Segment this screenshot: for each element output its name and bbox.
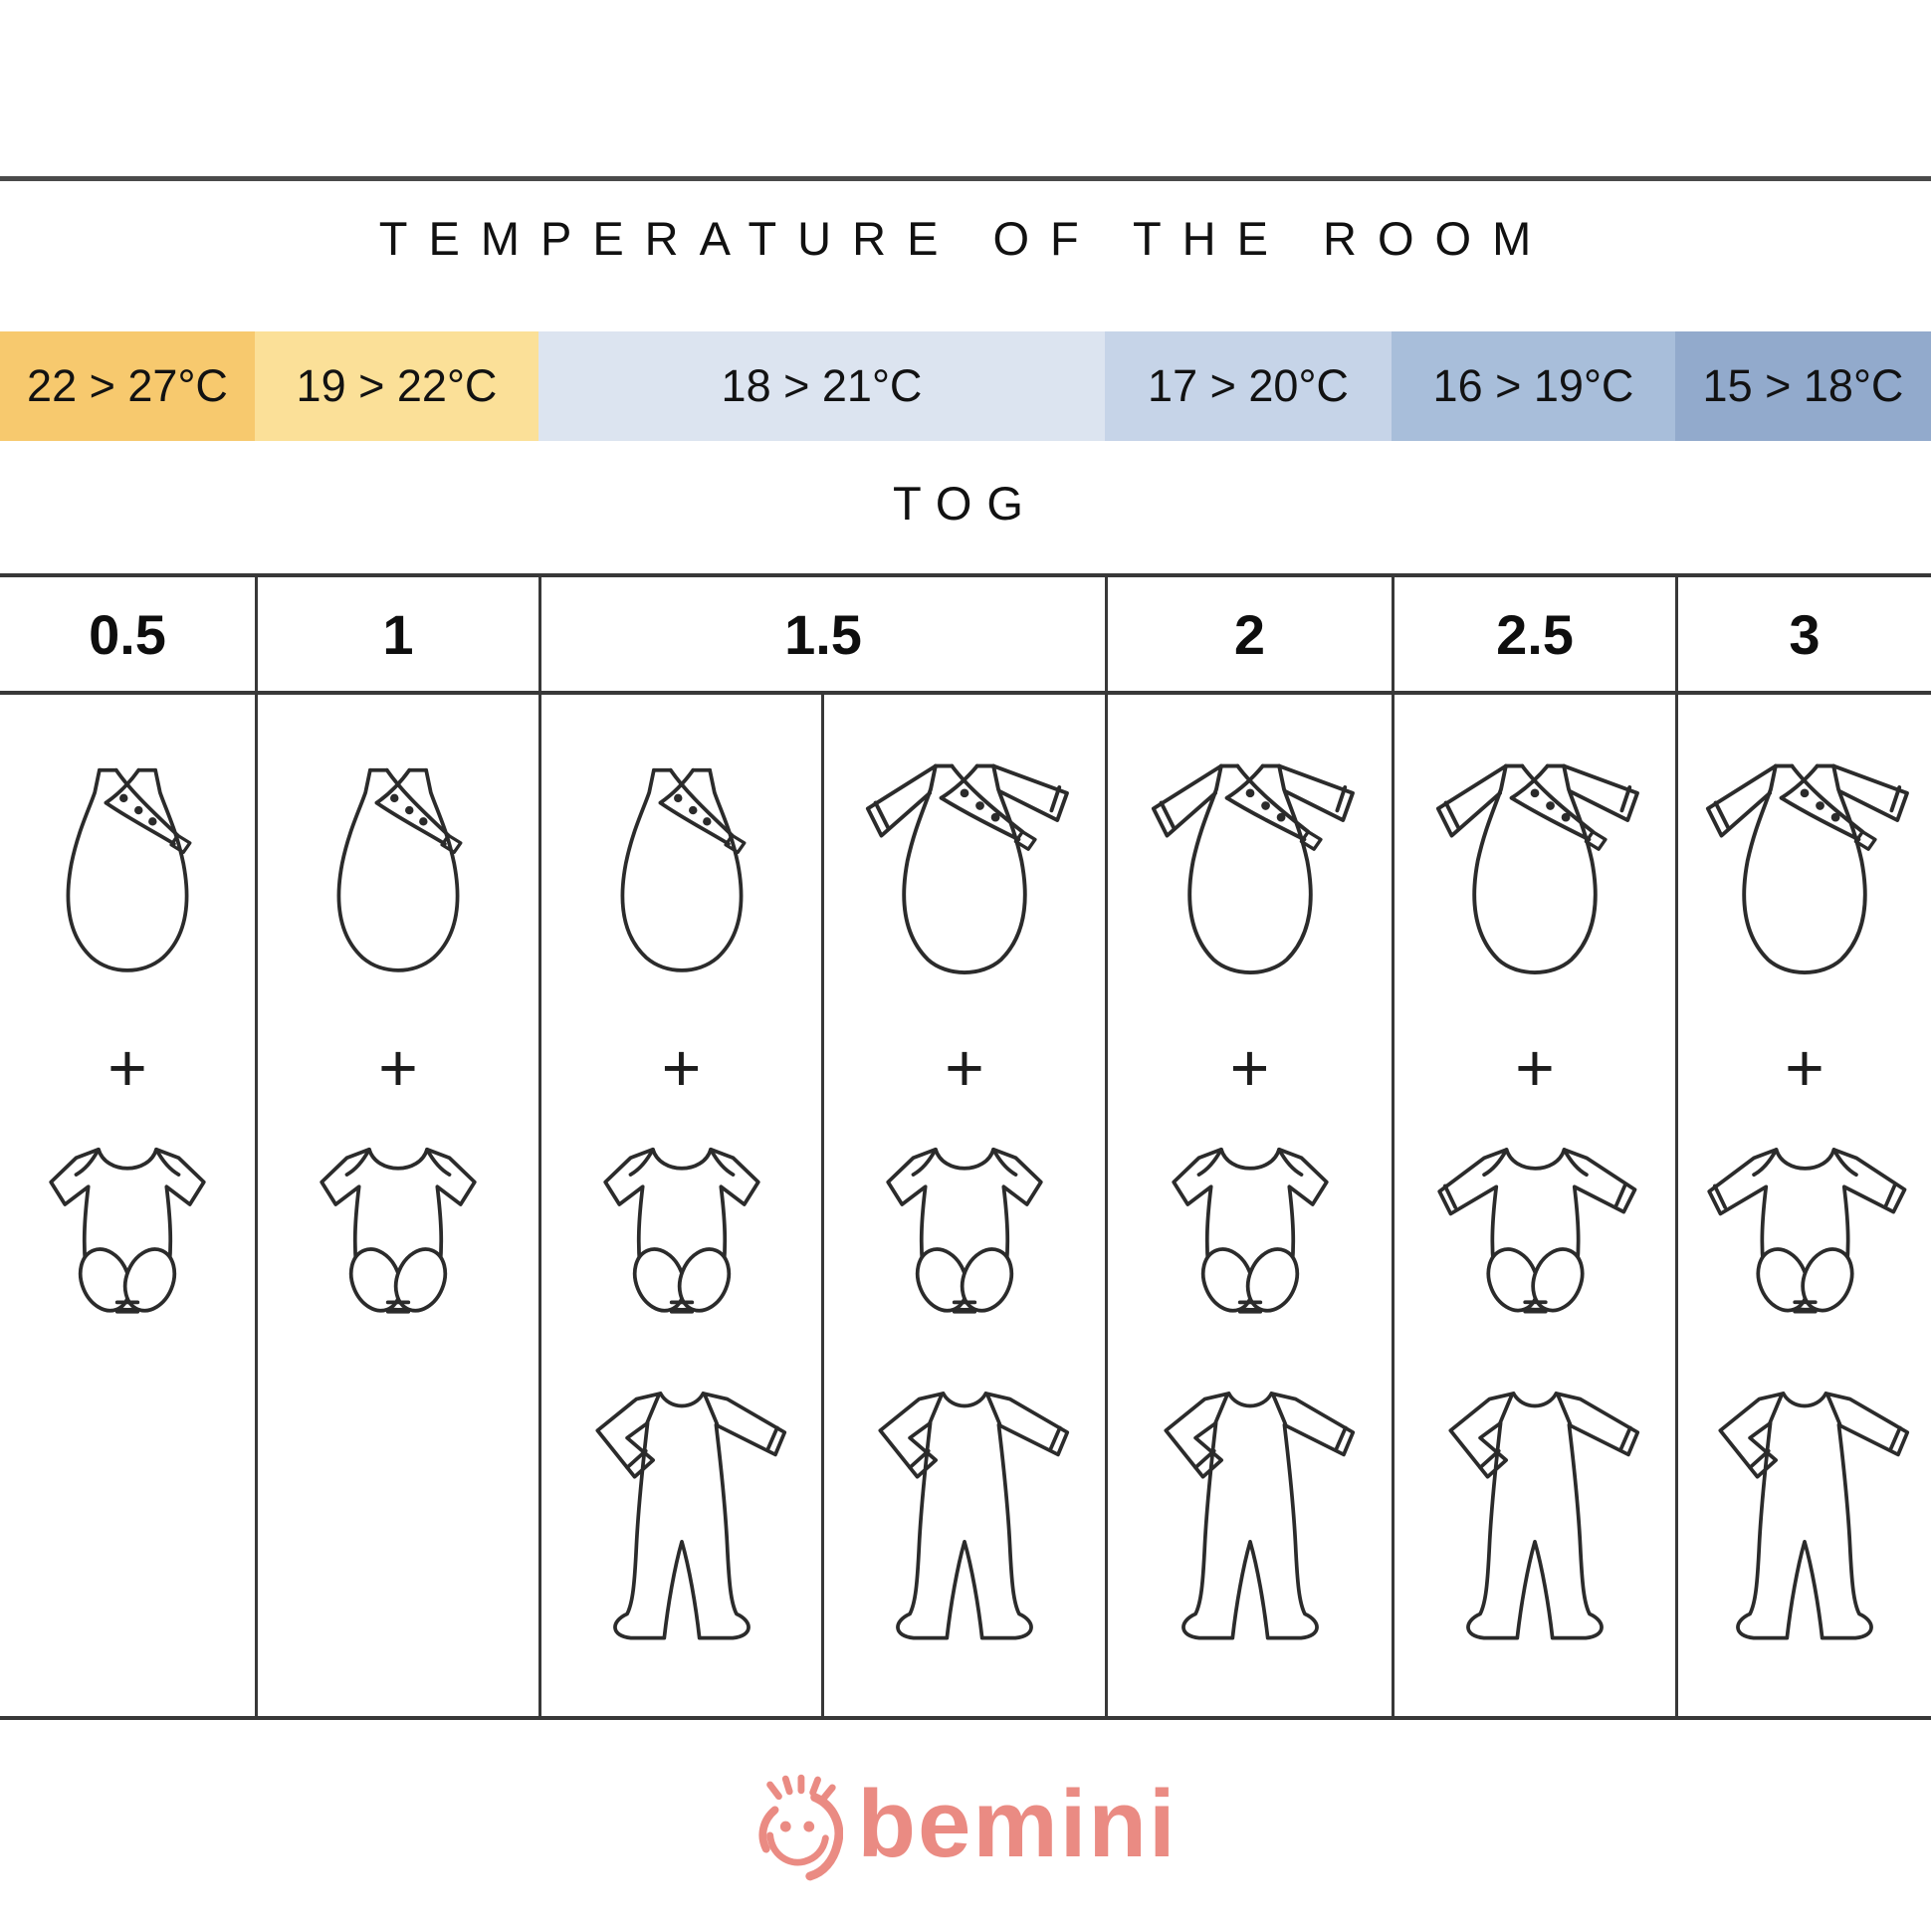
page-title: TEMPERATURE OF THE ROOM	[378, 212, 1553, 265]
sleeping-bag-long-sleeve-icon	[829, 751, 1100, 992]
brand-logo: bemini	[0, 1774, 1931, 1885]
bodysuit-short-sleeve-icon	[310, 1132, 487, 1323]
pajamas-slot	[1428, 1344, 1641, 1682]
outfit-column-tog-1.5: +	[821, 695, 1105, 1716]
tog-header-row: 0.5 1 1.5 2 2.5 3	[0, 573, 1931, 695]
sleeping-bag-long-sleeve-slot	[829, 717, 1100, 1025]
sleeping-bag-long-sleeve-icon	[1399, 751, 1670, 992]
tog-table: 0.5 1 1.5 2 2.5 3 + + + + + + +	[0, 573, 1931, 1720]
pajamas-slot	[1144, 1344, 1357, 1682]
sleeping-bag-sleeveless-icon	[607, 758, 756, 983]
tog-value: 0.5	[89, 602, 166, 666]
bodysuit-short-sleeve-slot	[876, 1110, 1053, 1344]
tog-header-cell: 1.5	[538, 577, 1105, 691]
outfit-column-tog-2: +	[1105, 695, 1392, 1716]
plus-sign: +	[1229, 1029, 1270, 1106]
tog-value: 1.5	[784, 602, 862, 666]
top-divider	[0, 176, 1931, 181]
tog-header-cell: 2.5	[1392, 577, 1675, 691]
temperature-range-label: 16 > 19°C	[1432, 360, 1634, 411]
sleeping-bag-sleeveless-icon	[323, 758, 473, 983]
outfit-column-tog-3: +	[1675, 695, 1931, 1716]
temperature-range-cell: 22 > 27°C	[0, 331, 255, 441]
plus-sign: +	[378, 1029, 418, 1106]
bodysuit-short-sleeve-icon	[876, 1132, 1053, 1323]
bemini-face-icon	[753, 1774, 844, 1885]
tog-body-row: + + + + + + +	[0, 695, 1931, 1720]
pajamas-icon	[1698, 1379, 1911, 1647]
sleeping-bag-sleeveless-slot	[323, 717, 473, 1025]
bodysuit-long-sleeve-icon	[1698, 1132, 1912, 1323]
temperature-range-label: 19 > 22°C	[296, 360, 498, 411]
plus-sign: +	[1785, 1029, 1824, 1106]
brand-name: bemini	[857, 1771, 1178, 1877]
sleeping-bag-sleeveless-slot	[53, 717, 202, 1025]
sleeping-bag-long-sleeve-slot	[1399, 717, 1670, 1025]
temperature-range-cell: 18 > 21°C	[538, 331, 1105, 441]
tog-value: 2	[1233, 602, 1266, 666]
temperature-range-cell: 16 > 19°C	[1392, 331, 1675, 441]
temperature-range-cell: 17 > 20°C	[1105, 331, 1392, 441]
temperature-range-label: 17 > 20°C	[1148, 360, 1349, 411]
tog-header-cell: 0.5	[0, 577, 255, 691]
sleeping-bag-long-sleeve-icon	[1669, 751, 1931, 992]
sleeping-bag-sleeveless-slot	[607, 717, 756, 1025]
temperature-range-label: 22 > 27°C	[27, 360, 228, 411]
outfit-column-tog-0.5: +	[0, 695, 255, 1716]
sleeping-bag-long-sleeve-icon	[1115, 751, 1386, 992]
pajamas-icon	[1144, 1379, 1357, 1647]
tog-header-cell: 3	[1675, 577, 1931, 691]
plus-sign: +	[107, 1029, 147, 1106]
tog-value: 1	[382, 602, 414, 666]
tog-value: 2.5	[1496, 602, 1574, 666]
temperature-range-label: 15 > 18°C	[1702, 360, 1904, 411]
sleeping-bag-long-sleeve-slot	[1115, 717, 1386, 1025]
plus-sign: +	[945, 1029, 984, 1106]
bodysuit-short-sleeve-slot	[39, 1110, 216, 1344]
plus-sign: +	[661, 1029, 702, 1106]
pajamas-slot	[1698, 1344, 1911, 1682]
bodysuit-short-sleeve-icon	[1162, 1132, 1339, 1323]
bodysuit-short-sleeve-slot	[593, 1110, 770, 1344]
plus-sign: +	[1515, 1029, 1555, 1106]
pajamas-slot	[575, 1344, 788, 1682]
sleeping-bag-sleeveless-icon	[53, 758, 202, 983]
bodysuit-long-sleeve-slot	[1698, 1110, 1912, 1344]
temperature-range-label: 18 > 21°C	[721, 360, 923, 411]
temperature-range-cell: 15 > 18°C	[1675, 331, 1931, 441]
bodysuit-short-sleeve-icon	[593, 1132, 770, 1323]
tog-title: TOG	[893, 477, 1038, 530]
temperature-band: 22 > 27°C 19 > 22°C 18 > 21°C 17 > 20°C 16 >…	[0, 331, 1931, 441]
outfit-column-tog-1: +	[255, 695, 538, 1716]
tog-header-cell: 1	[255, 577, 538, 691]
bodysuit-short-sleeve-icon	[39, 1132, 216, 1323]
sleeping-bag-long-sleeve-slot	[1669, 717, 1931, 1025]
outfit-column-tog-2.5: +	[1392, 695, 1675, 1716]
bodysuit-long-sleeve-icon	[1428, 1132, 1642, 1323]
bodysuit-long-sleeve-slot	[1428, 1110, 1642, 1344]
pajamas-icon	[858, 1379, 1071, 1647]
bodysuit-short-sleeve-slot	[1162, 1110, 1339, 1344]
pajamas-slot	[858, 1344, 1071, 1682]
outfit-column-tog-1.5: +	[538, 695, 821, 1716]
bodysuit-short-sleeve-slot	[310, 1110, 487, 1344]
pajamas-icon	[1428, 1379, 1641, 1647]
tog-value: 3	[1789, 602, 1821, 666]
pajamas-icon	[575, 1379, 788, 1647]
temperature-range-cell: 19 > 22°C	[255, 331, 538, 441]
tog-header-cell: 2	[1105, 577, 1392, 691]
